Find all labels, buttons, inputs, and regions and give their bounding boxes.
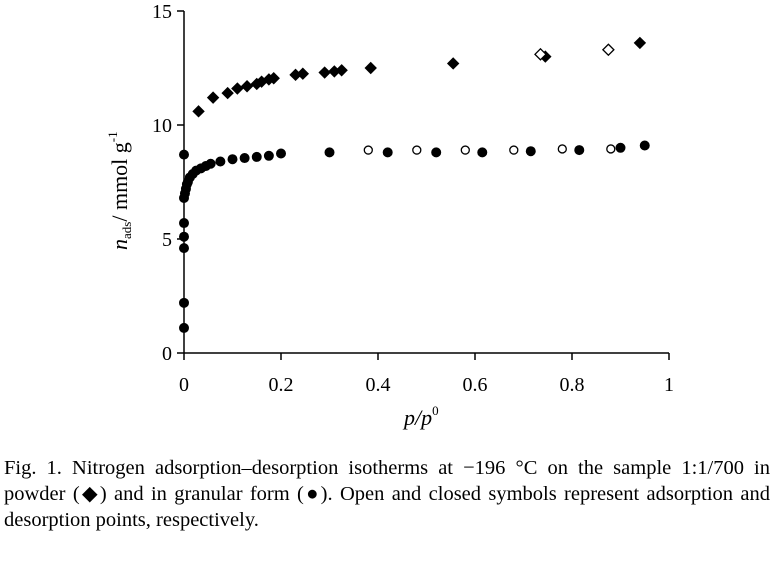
filled-diamond-point (192, 105, 205, 118)
filled-circle-point (205, 158, 216, 169)
filled-circle-point (615, 142, 626, 153)
filled-circle-point (639, 140, 650, 151)
open-circle-point (412, 145, 422, 155)
filled-diamond-point (335, 64, 348, 77)
open-circle-point (363, 145, 373, 155)
axis-titles: p/p0 nads/ mmol g-1 (105, 131, 439, 430)
open-circle-point (460, 145, 470, 155)
filled-diamond-point (296, 67, 310, 80)
filled-circle-point (179, 149, 189, 160)
open-diamond-point (601, 43, 615, 57)
y-axis-title: nads/ mmol g-1 (105, 131, 134, 250)
axes: 0 5 10 15 0 0.2 0.4 0.6 0.8 1 (152, 1, 674, 396)
x-tick-label: 0 (179, 374, 189, 396)
filled-circle-point (179, 218, 189, 229)
filled-diamond-point (206, 91, 220, 104)
open-circle-point (606, 144, 616, 154)
x-tick-label: 0.6 (463, 374, 488, 396)
filled-circle-point (574, 145, 585, 156)
filled-circle-point (431, 147, 442, 158)
filled-circle-point (179, 297, 189, 308)
filled-diamond-point (318, 66, 331, 79)
filled-circle-point (276, 148, 286, 159)
filled-circle-point (239, 153, 250, 164)
x-tick-label: 0.8 (560, 374, 585, 396)
x-axis-title: p/p0 (402, 403, 439, 430)
filled-circle-point (382, 147, 393, 158)
data-points (179, 36, 650, 333)
filled-circle-point (525, 146, 536, 157)
filled-circle-point (324, 147, 335, 158)
filled-diamond-point (231, 82, 244, 95)
x-tick-label: 0.2 (269, 374, 294, 396)
open-circle-point (509, 145, 519, 155)
filled-circle-point (179, 243, 189, 254)
isotherm-chart: 0 5 10 15 0 0.2 0.4 0.6 0.8 1 p/p0 nads/ mmol g-1 (105, 1, 674, 430)
filled-circle-point (477, 147, 488, 158)
filled-circle-point (215, 156, 226, 167)
x-tick-label: 0.4 (366, 374, 391, 396)
open-diamond-point (534, 47, 547, 61)
filled-circle-point (179, 322, 189, 333)
filled-diamond-point (267, 72, 280, 85)
filled-circle-point (263, 150, 274, 161)
y-tick-label: 0 (162, 343, 172, 365)
filled-circle-point (179, 231, 189, 242)
filled-circle-point (251, 151, 262, 162)
filled-circle-point (227, 154, 238, 165)
x-tick-label: 1 (664, 374, 674, 396)
filled-diamond-point (633, 36, 647, 50)
filled-diamond-point (364, 61, 377, 75)
filled-diamond-point (240, 80, 254, 93)
y-tick-label: 10 (152, 115, 172, 137)
y-tick-label: 15 (152, 1, 172, 23)
y-tick-label: 5 (162, 229, 172, 251)
open-circle-point (557, 144, 567, 154)
figure-caption: Fig. 1. Nitrogen adsorption–desorption i… (4, 457, 770, 531)
filled-diamond-point (446, 57, 460, 70)
filled-diamond-point (221, 86, 234, 100)
